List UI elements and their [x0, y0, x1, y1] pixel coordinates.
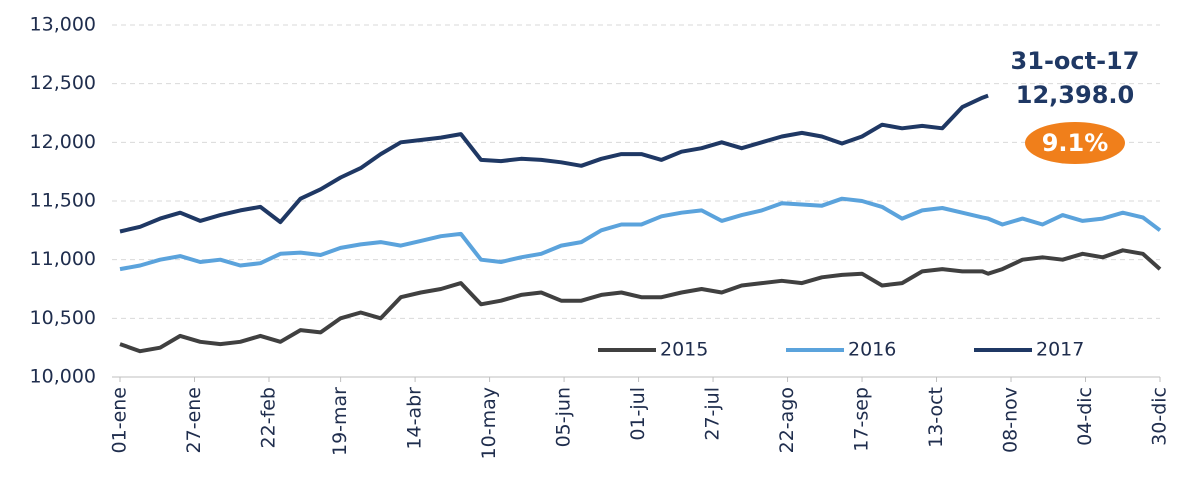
x-tick-label: 30-dic — [1149, 387, 1171, 446]
y-tick-label: 10,000 — [30, 366, 96, 388]
y-tick-label: 10,500 — [30, 307, 96, 329]
x-tick-label: 27-jul — [702, 387, 724, 441]
x-tick-label: 01-jul — [627, 387, 649, 441]
x-tick-label: 01-ene — [109, 387, 131, 453]
x-tick-label: 13-oct — [925, 387, 947, 448]
legend-label: 2017 — [1036, 339, 1084, 361]
y-tick-label: 11,000 — [30, 248, 96, 270]
annotation-date: 31-oct-17 — [1011, 47, 1140, 75]
x-tick-label: 08-nov — [1000, 387, 1022, 453]
x-tick-label: 22-feb — [257, 387, 279, 448]
legend-label: 2016 — [848, 339, 896, 361]
series-line — [119, 248, 1162, 354]
annotation-value: 12,398.0 — [1016, 81, 1134, 109]
legend-label: 2015 — [660, 339, 708, 361]
y-tick-label: 12,500 — [30, 72, 96, 94]
y-tick-label: 13,000 — [30, 14, 96, 36]
x-tick-label: 14-abr — [404, 387, 426, 450]
x-tick-label: 27-ene — [183, 387, 205, 453]
x-tick-label: 05-jun — [553, 387, 575, 447]
y-tick-label: 12,000 — [30, 131, 96, 153]
change-label: 9.1% — [1042, 129, 1109, 157]
x-tick-label: 10-may — [478, 387, 500, 459]
x-tick-label: 04-dic — [1074, 387, 1096, 446]
x-tick-label: 22-ago — [776, 387, 798, 453]
series-line — [119, 196, 1162, 272]
y-tick-label: 11,500 — [30, 190, 96, 212]
series-line — [119, 93, 989, 234]
x-tick-label: 19-mar — [329, 387, 351, 456]
change-badge — [1025, 122, 1125, 164]
x-tick-label: 17-sep — [851, 387, 873, 452]
